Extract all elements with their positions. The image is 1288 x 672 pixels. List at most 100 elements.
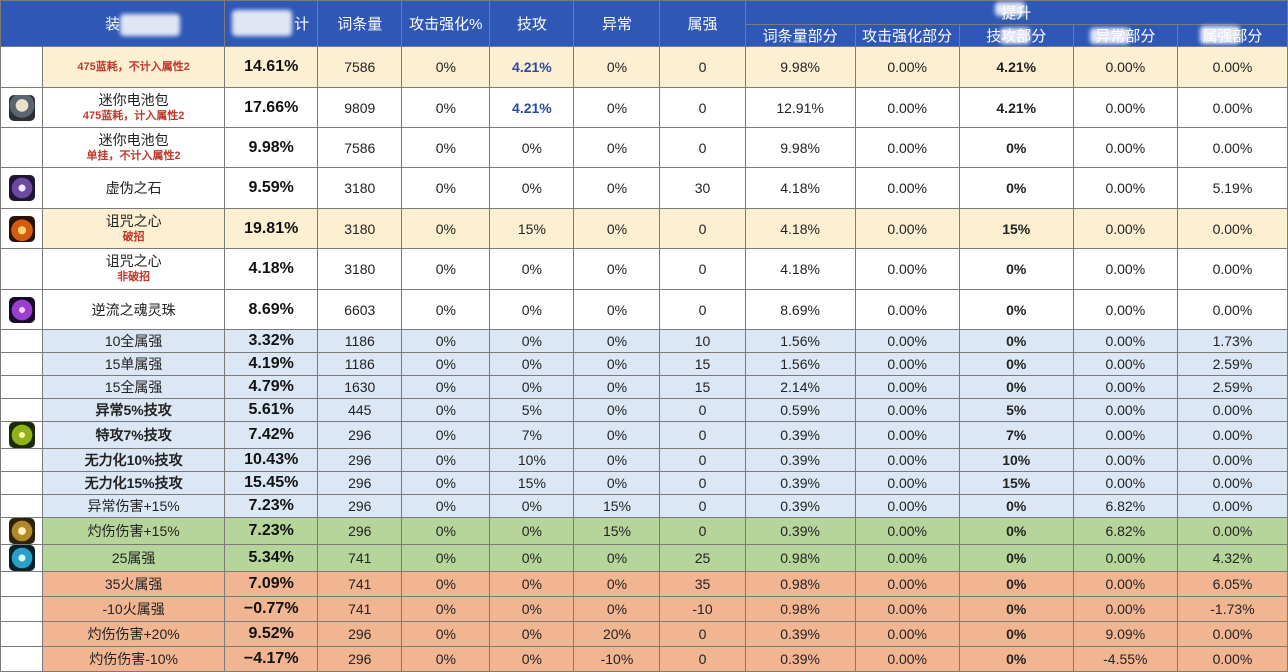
entries-part-cell: 9.98% xyxy=(744,127,856,168)
table-row: 灼伤伤害-10% −4.17% 296 0% 0% -10% 0 0.39% 0.00% 0% -4… xyxy=(0,646,1288,672)
header-blur-patch xyxy=(995,2,1025,16)
equip-name: 475蓝耗，不计入属性2 xyxy=(42,46,226,88)
equip-name-text: 无力化10%技攻 xyxy=(84,452,183,468)
header-atk-part: 攻击强化部分 xyxy=(854,24,960,47)
elem-part-cell: 0.00% xyxy=(1176,46,1288,88)
atk-part-cell: 0.00% xyxy=(854,375,960,399)
equip-name-text: 逆流之魂灵珠 xyxy=(91,301,176,318)
atk-part-cell: 0.00% xyxy=(854,596,960,622)
abnormal-cell: 15% xyxy=(573,517,661,545)
elem-cell: 0 xyxy=(659,289,746,330)
elem-part-cell: 0.00% xyxy=(1176,471,1288,495)
equip-name-text: 异常5%技攻 xyxy=(95,402,172,418)
abnormal-cell: 0% xyxy=(573,352,661,376)
table-row: 异常伤害+15% 7.23% 296 0% 0% 15% 0 0.39% 0.00% 0% 6.82… xyxy=(0,494,1288,518)
atk-part-cell: 0.00% xyxy=(854,571,960,597)
skill-cell: 15% xyxy=(489,208,575,249)
equip-note: 475蓝耗，不计入属性2 xyxy=(77,61,190,73)
entries-part-cell: 0.39% xyxy=(744,517,856,545)
entries-cell: 7586 xyxy=(317,46,403,88)
table-row: 无力化10%技攻 10.43% 296 0% 10% 0% 0 0.39% 0.00% 10% 0.… xyxy=(0,448,1288,472)
entries-cell: 3180 xyxy=(317,248,403,290)
atk-cell: 0% xyxy=(401,471,491,495)
abnormal-part-cell: 0.00% xyxy=(1072,448,1178,472)
abnormal-part-cell: 0.00% xyxy=(1072,352,1178,376)
table-row: 无力化15%技攻 15.45% 296 0% 15% 0% 0 0.39% 0.00% 15% 0.… xyxy=(0,471,1288,495)
abnormal-part-cell: 0.00% xyxy=(1072,248,1178,290)
entries-cell: 741 xyxy=(317,544,403,572)
equip-name: 诅咒之心 破招 xyxy=(42,208,226,249)
skill-part-cell: 4.21% xyxy=(958,46,1074,88)
skill-part-cell: 0% xyxy=(958,375,1074,399)
abnormal-part-cell: 6.82% xyxy=(1072,494,1178,518)
entries-part-cell: 4.18% xyxy=(744,248,856,290)
elem-part-cell: 5.19% xyxy=(1176,167,1288,209)
table-row: 灼伤伤害+15% 7.23% 296 0% 0% 15% 0 0.39% 0.00% 0% 6.82… xyxy=(0,517,1288,545)
equip-name: 15单属强 xyxy=(42,352,226,376)
entries-part-cell: 1.56% xyxy=(744,329,856,353)
skill-cell: 0% xyxy=(489,621,575,647)
skill-cell: 0% xyxy=(489,352,575,376)
atk-cell: 0% xyxy=(401,544,491,572)
skill-part-cell: 15% xyxy=(958,208,1074,249)
elem-part-cell: 0.00% xyxy=(1176,448,1288,472)
atk-part-cell: 0.00% xyxy=(854,127,960,168)
icon-cell xyxy=(0,208,44,249)
abnormal-cell: 0% xyxy=(573,248,661,290)
table-row: 虚伪之石 9.59% 3180 0% 0% 0% 30 4.18% 0.00% 0% 0.00% 5.… xyxy=(0,167,1288,209)
entries-cell: 1186 xyxy=(317,329,403,353)
entries-cell: 1186 xyxy=(317,352,403,376)
abnormal-part-cell: 0.00% xyxy=(1072,544,1178,572)
equip-name-text: 特攻7%技攻 xyxy=(95,427,172,443)
atk-cell: 0% xyxy=(401,646,491,672)
icon-cell xyxy=(0,494,44,518)
total-cell: 7.23% xyxy=(224,494,319,518)
skill-part-cell: 0% xyxy=(958,596,1074,622)
atk-cell: 0% xyxy=(401,398,491,422)
abnormal-cell: 0% xyxy=(573,127,661,168)
entries-cell: 7586 xyxy=(317,127,403,168)
atk-cell: 0% xyxy=(401,87,491,128)
abnormal-cell: 0% xyxy=(573,448,661,472)
entries-part-cell: 0.39% xyxy=(744,471,856,495)
total-cell: 4.18% xyxy=(224,248,319,290)
atk-part-cell: 0.00% xyxy=(854,421,960,449)
skill-cell: 0% xyxy=(489,375,575,399)
header-entries: 词条量 xyxy=(317,0,403,47)
skill-part-cell: 0% xyxy=(958,646,1074,672)
cyan-gem-icon xyxy=(8,545,35,571)
header-skill: 技攻 xyxy=(489,0,575,47)
equip-name-text: 异常伤害+15% xyxy=(87,498,180,514)
atk-part-cell: 0.00% xyxy=(854,208,960,249)
abnormal-cell: 0% xyxy=(573,544,661,572)
entries-cell: 296 xyxy=(317,621,403,647)
icon-cell xyxy=(0,448,44,472)
table-row: 25属强 5.34% 741 0% 0% 0% 25 0.98% 0.00% 0% 0.00% 4.3… xyxy=(0,544,1288,572)
entries-cell: 3180 xyxy=(317,208,403,249)
skill-cell: 0% xyxy=(489,517,575,545)
skill-part-cell: 0% xyxy=(958,289,1074,330)
equip-name: 异常5%技攻 xyxy=(42,398,226,422)
elem-part-cell: 0.00% xyxy=(1176,621,1288,647)
equip-name: 灼伤伤害+20% xyxy=(42,621,226,647)
equip-name: 灼伤伤害-10% xyxy=(42,646,226,672)
total-cell: 9.52% xyxy=(224,621,319,647)
skill-cell: 0% xyxy=(489,646,575,672)
entries-part-cell: 0.98% xyxy=(744,544,856,572)
entries-part-cell: 0.59% xyxy=(744,398,856,422)
skill-cell: 0% xyxy=(489,571,575,597)
abnormal-part-cell: 0.00% xyxy=(1072,375,1178,399)
abnormal-part-cell: 9.09% xyxy=(1072,621,1178,647)
icon-cell xyxy=(0,352,44,376)
atk-part-cell: 0.00% xyxy=(854,289,960,330)
abnormal-part-cell: 0.00% xyxy=(1072,208,1178,249)
soul-orb-icon xyxy=(8,296,35,323)
entries-cell: 296 xyxy=(317,646,403,672)
abnormal-part-cell: 6.82% xyxy=(1072,517,1178,545)
elem-cell: 30 xyxy=(659,167,746,209)
skill-part-cell: 5% xyxy=(958,398,1074,422)
abnormal-part-cell: 0.00% xyxy=(1072,289,1178,330)
eye-icon xyxy=(8,422,35,448)
atk-cell: 0% xyxy=(401,289,491,330)
